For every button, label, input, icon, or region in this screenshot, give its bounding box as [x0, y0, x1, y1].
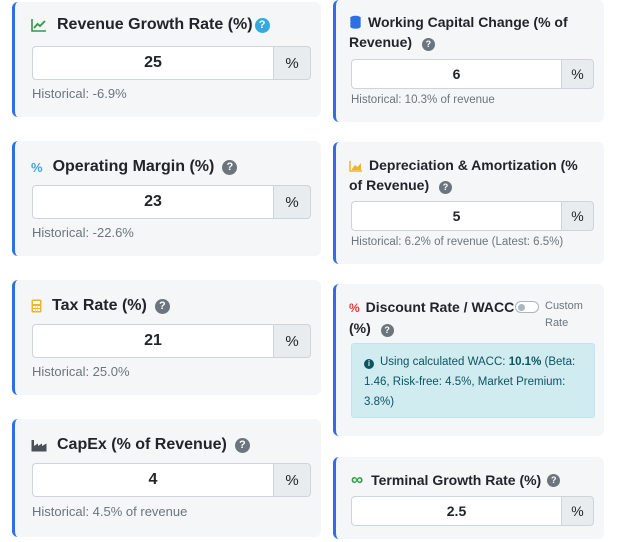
revenue-growth-label: Revenue Growth Rate (%)	[57, 16, 253, 33]
revenue-growth-input[interactable]	[32, 46, 273, 80]
percent-icon: %	[349, 301, 360, 315]
capex-label: CapEx (% of Revenue)	[57, 436, 227, 453]
working-capital-title: Working Capital Change (% of Revenue) ?	[349, 12, 599, 52]
info-line3: 3.8%)	[364, 396, 395, 408]
info-line1-rest: (Beta:	[541, 356, 576, 368]
depreciation-input[interactable]	[351, 201, 561, 231]
working-capital-input-group: %	[351, 59, 594, 89]
tax-rate-input[interactable]	[32, 324, 273, 358]
capex-historical: Historical: 4.5% of revenue	[32, 504, 188, 519]
help-icon[interactable]: ?	[234, 437, 250, 453]
wacc-value: 10.1%	[508, 356, 542, 368]
capex-card: CapEx (% of Revenue) ? % Historical: 4.5…	[12, 419, 321, 537]
revenue-growth-card: Revenue Growth Rate (%) ? % Historical: …	[12, 2, 321, 117]
depreciation-label-line2: of Revenue)	[349, 177, 430, 193]
discount-rate-label-line2: (%)	[349, 320, 371, 336]
info-line2: 1.46, Risk-free: 4.5%, Market Premium:	[364, 376, 566, 388]
revenue-growth-historical: Historical: -6.9%	[32, 86, 127, 101]
toggle-knob	[518, 304, 525, 311]
operating-margin-input-group: %	[32, 185, 311, 219]
tax-rate-card: Tax Rate (%) ? % Historical: 25.0%	[12, 280, 321, 395]
tax-rate-input-group: %	[32, 324, 311, 358]
terminal-growth-input-group: %	[351, 496, 594, 526]
percent-icon: %	[31, 159, 43, 175]
help-icon[interactable]: ?	[380, 323, 394, 337]
discount-rate-card: % Discount Rate / WACC (%) ? Custom Rate …	[333, 284, 604, 436]
industry-icon	[31, 439, 47, 452]
working-capital-label-line2: Revenue)	[349, 34, 413, 50]
terminal-growth-card: ∞ Terminal Growth Rate (%) ? %	[333, 457, 604, 539]
discount-rate-label-line1: Discount Rate / WACC	[365, 299, 515, 315]
area-chart-icon	[349, 160, 363, 172]
capex-title: CapEx (% of Revenue) ?	[31, 436, 250, 454]
percent-addon: %	[273, 463, 311, 497]
working-capital-card: Working Capital Change (% of Revenue) ? …	[333, 0, 604, 122]
operating-margin-input[interactable]	[32, 185, 273, 219]
depreciation-historical: Historical: 6.2% of revenue (Latest: 6.5…	[351, 236, 564, 248]
capex-input[interactable]	[32, 463, 273, 497]
percent-addon: %	[273, 46, 311, 80]
terminal-growth-input[interactable]	[351, 496, 561, 526]
working-capital-label-line1: Working Capital Change (% of	[368, 14, 568, 30]
tax-rate-label: Tax Rate (%)	[52, 297, 147, 314]
percent-addon: %	[561, 59, 594, 89]
operating-margin-label: Operating Margin (%)	[52, 158, 215, 175]
help-icon[interactable]: ?	[439, 180, 453, 194]
percent-addon: %	[273, 324, 311, 358]
calculator-icon	[31, 299, 42, 313]
line-chart-icon	[31, 18, 47, 32]
toggle-label-line1: Custom	[545, 300, 583, 312]
depreciation-input-group: %	[351, 201, 594, 231]
wacc-info-alert: i Using calculated WACC: 10.1% (Beta: 1.4…	[351, 343, 595, 418]
capex-input-group: %	[32, 463, 311, 497]
percent-addon: %	[561, 496, 594, 526]
operating-margin-title: % Operating Margin (%) ?	[31, 158, 238, 176]
custom-rate-toggle[interactable]	[515, 301, 539, 313]
help-icon[interactable]: ?	[254, 17, 270, 33]
terminal-growth-title: ∞ Terminal Growth Rate (%) ?	[351, 470, 561, 490]
revenue-growth-input-group: %	[32, 46, 311, 80]
tax-rate-historical: Historical: 25.0%	[32, 364, 130, 379]
toggle-label-line2: Rate	[545, 317, 569, 329]
discount-rate-title: % Discount Rate / WACC (%) ?	[349, 297, 519, 338]
percent-addon: %	[273, 185, 311, 219]
operating-margin-historical: Historical: -22.6%	[32, 225, 134, 240]
depreciation-label-line1: Depreciation & Amortization (%	[369, 157, 578, 173]
help-icon[interactable]: ?	[547, 473, 561, 487]
help-icon[interactable]: ?	[421, 37, 435, 51]
custom-rate-toggle-label: Custom Rate	[545, 298, 583, 332]
revenue-growth-title: Revenue Growth Rate (%) ?	[31, 16, 270, 34]
depreciation-card: Depreciation & Amortization (% of Revenu…	[333, 142, 604, 264]
infinity-icon: ∞	[351, 470, 364, 489]
working-capital-input[interactable]	[351, 59, 561, 89]
tax-rate-title: Tax Rate (%) ?	[31, 297, 170, 315]
help-icon[interactable]: ?	[154, 298, 170, 314]
depreciation-title: Depreciation & Amortization (% of Revenu…	[349, 155, 604, 195]
percent-addon: %	[561, 201, 594, 231]
terminal-growth-label: Terminal Growth Rate (%)	[371, 472, 542, 488]
help-icon[interactable]: ?	[222, 159, 238, 175]
info-circle-icon: i	[364, 359, 374, 369]
coins-icon	[349, 15, 362, 29]
info-prefix: Using calculated WACC:	[380, 356, 509, 368]
operating-margin-card: % Operating Margin (%) ? % Historical: -…	[12, 141, 321, 256]
working-capital-historical: Historical: 10.3% of revenue	[351, 94, 495, 106]
